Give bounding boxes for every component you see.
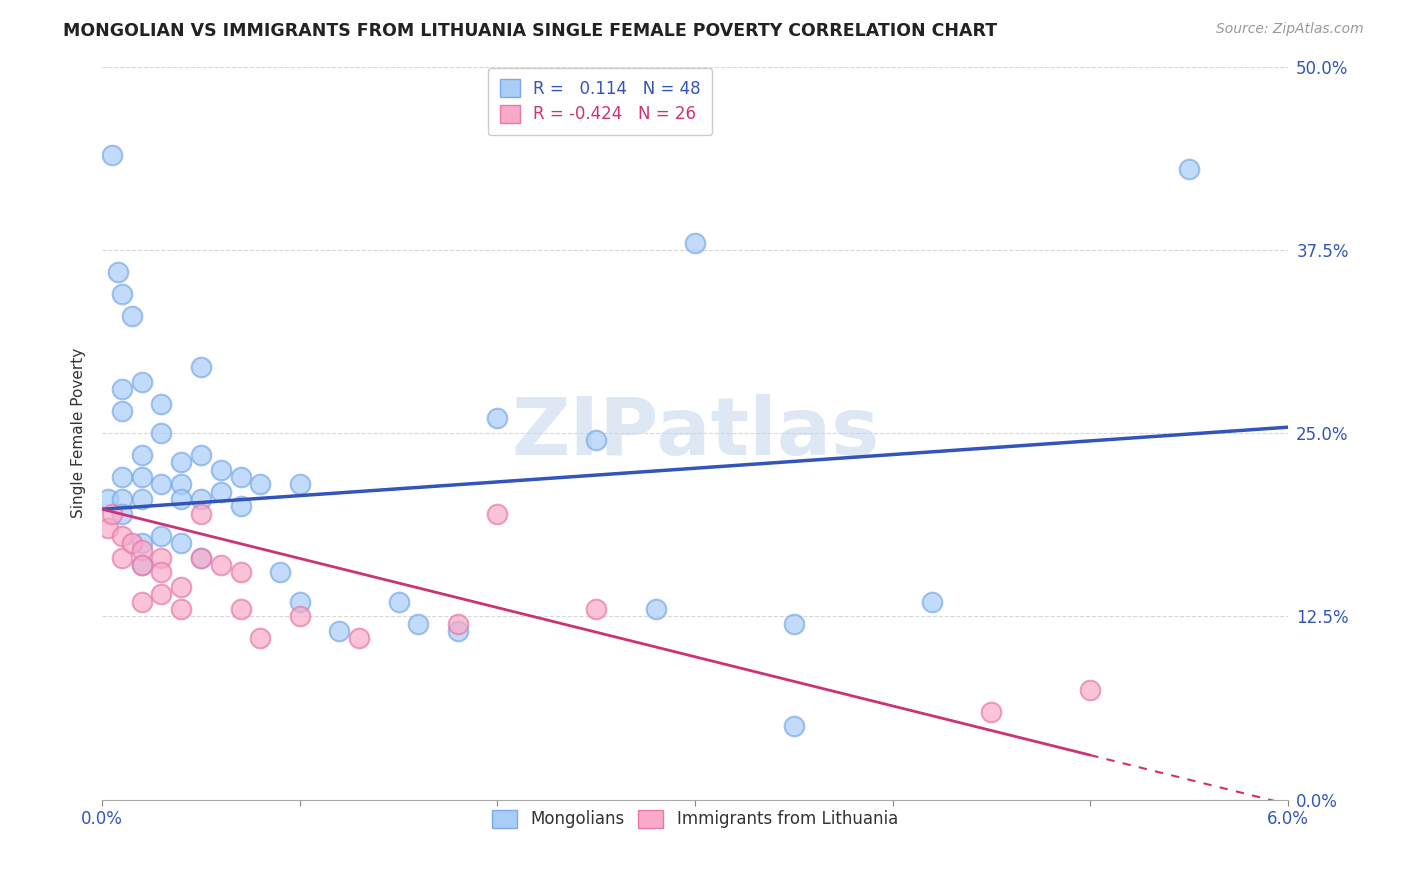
Point (150, 587, 173, 601)
Point (170, 580, 193, 594)
Point (101, 147, 124, 161)
Point (190, 491, 212, 506)
Text: ZIPatlas: ZIPatlas (510, 394, 879, 472)
Text: MONGOLIAN VS IMMIGRANTS FROM LITHUANIA SINGLE FEMALE POVERTY CORRELATION CHART: MONGOLIAN VS IMMIGRANTS FROM LITHUANIA S… (63, 22, 997, 40)
Point (190, 360, 212, 375)
Point (447, 624, 470, 638)
Point (97, 521, 120, 535)
Point (447, 616, 470, 631)
Point (131, 558, 153, 572)
Point (408, 616, 430, 631)
Point (111, 382, 134, 396)
Point (111, 286, 134, 301)
Point (347, 632, 370, 646)
Point (229, 602, 252, 616)
Point (269, 566, 291, 580)
Point (190, 550, 212, 565)
Point (585, 602, 607, 616)
Point (121, 309, 143, 323)
Point (111, 491, 134, 506)
Point (486, 507, 509, 521)
Point (486, 411, 509, 425)
Point (111, 507, 134, 521)
Point (1178, 162, 1201, 177)
Point (150, 397, 173, 411)
Point (783, 719, 806, 733)
Point (131, 543, 153, 558)
Point (111, 404, 134, 418)
Point (783, 616, 806, 631)
Point (121, 536, 143, 550)
Point (150, 477, 173, 491)
Point (190, 507, 212, 521)
Point (980, 705, 1002, 719)
Point (150, 425, 173, 440)
Point (249, 632, 271, 646)
Point (170, 455, 193, 469)
Point (229, 470, 252, 484)
Point (107, 265, 129, 279)
Point (249, 477, 271, 491)
Point (683, 235, 706, 250)
Point (131, 375, 153, 389)
Point (131, 448, 153, 462)
Point (190, 448, 212, 462)
Point (97, 491, 120, 506)
Point (101, 507, 124, 521)
Point (170, 491, 193, 506)
Point (150, 566, 173, 580)
Point (170, 602, 193, 616)
Point (170, 536, 193, 550)
Point (131, 470, 153, 484)
Point (170, 477, 193, 491)
Point (209, 484, 232, 499)
Point (131, 558, 153, 572)
Point (111, 550, 134, 565)
Text: Source: ZipAtlas.com: Source: ZipAtlas.com (1216, 22, 1364, 37)
Point (209, 463, 232, 477)
Point (190, 550, 212, 565)
Point (388, 594, 411, 608)
Point (288, 477, 311, 491)
Y-axis label: Single Female Poverty: Single Female Poverty (72, 348, 86, 518)
Point (644, 602, 666, 616)
Legend: Mongolians, Immigrants from Lithuania: Mongolians, Immigrants from Lithuania (485, 803, 904, 835)
Point (131, 594, 153, 608)
Point (328, 624, 350, 638)
Point (150, 550, 173, 565)
Point (288, 609, 311, 624)
Point (131, 491, 153, 506)
Point (921, 594, 943, 608)
Point (131, 536, 153, 550)
Point (585, 434, 607, 448)
Point (209, 558, 232, 572)
Point (111, 470, 134, 484)
Point (229, 566, 252, 580)
Point (229, 500, 252, 514)
Point (288, 594, 311, 608)
Point (111, 529, 134, 543)
Point (150, 529, 173, 543)
Point (1078, 682, 1101, 697)
